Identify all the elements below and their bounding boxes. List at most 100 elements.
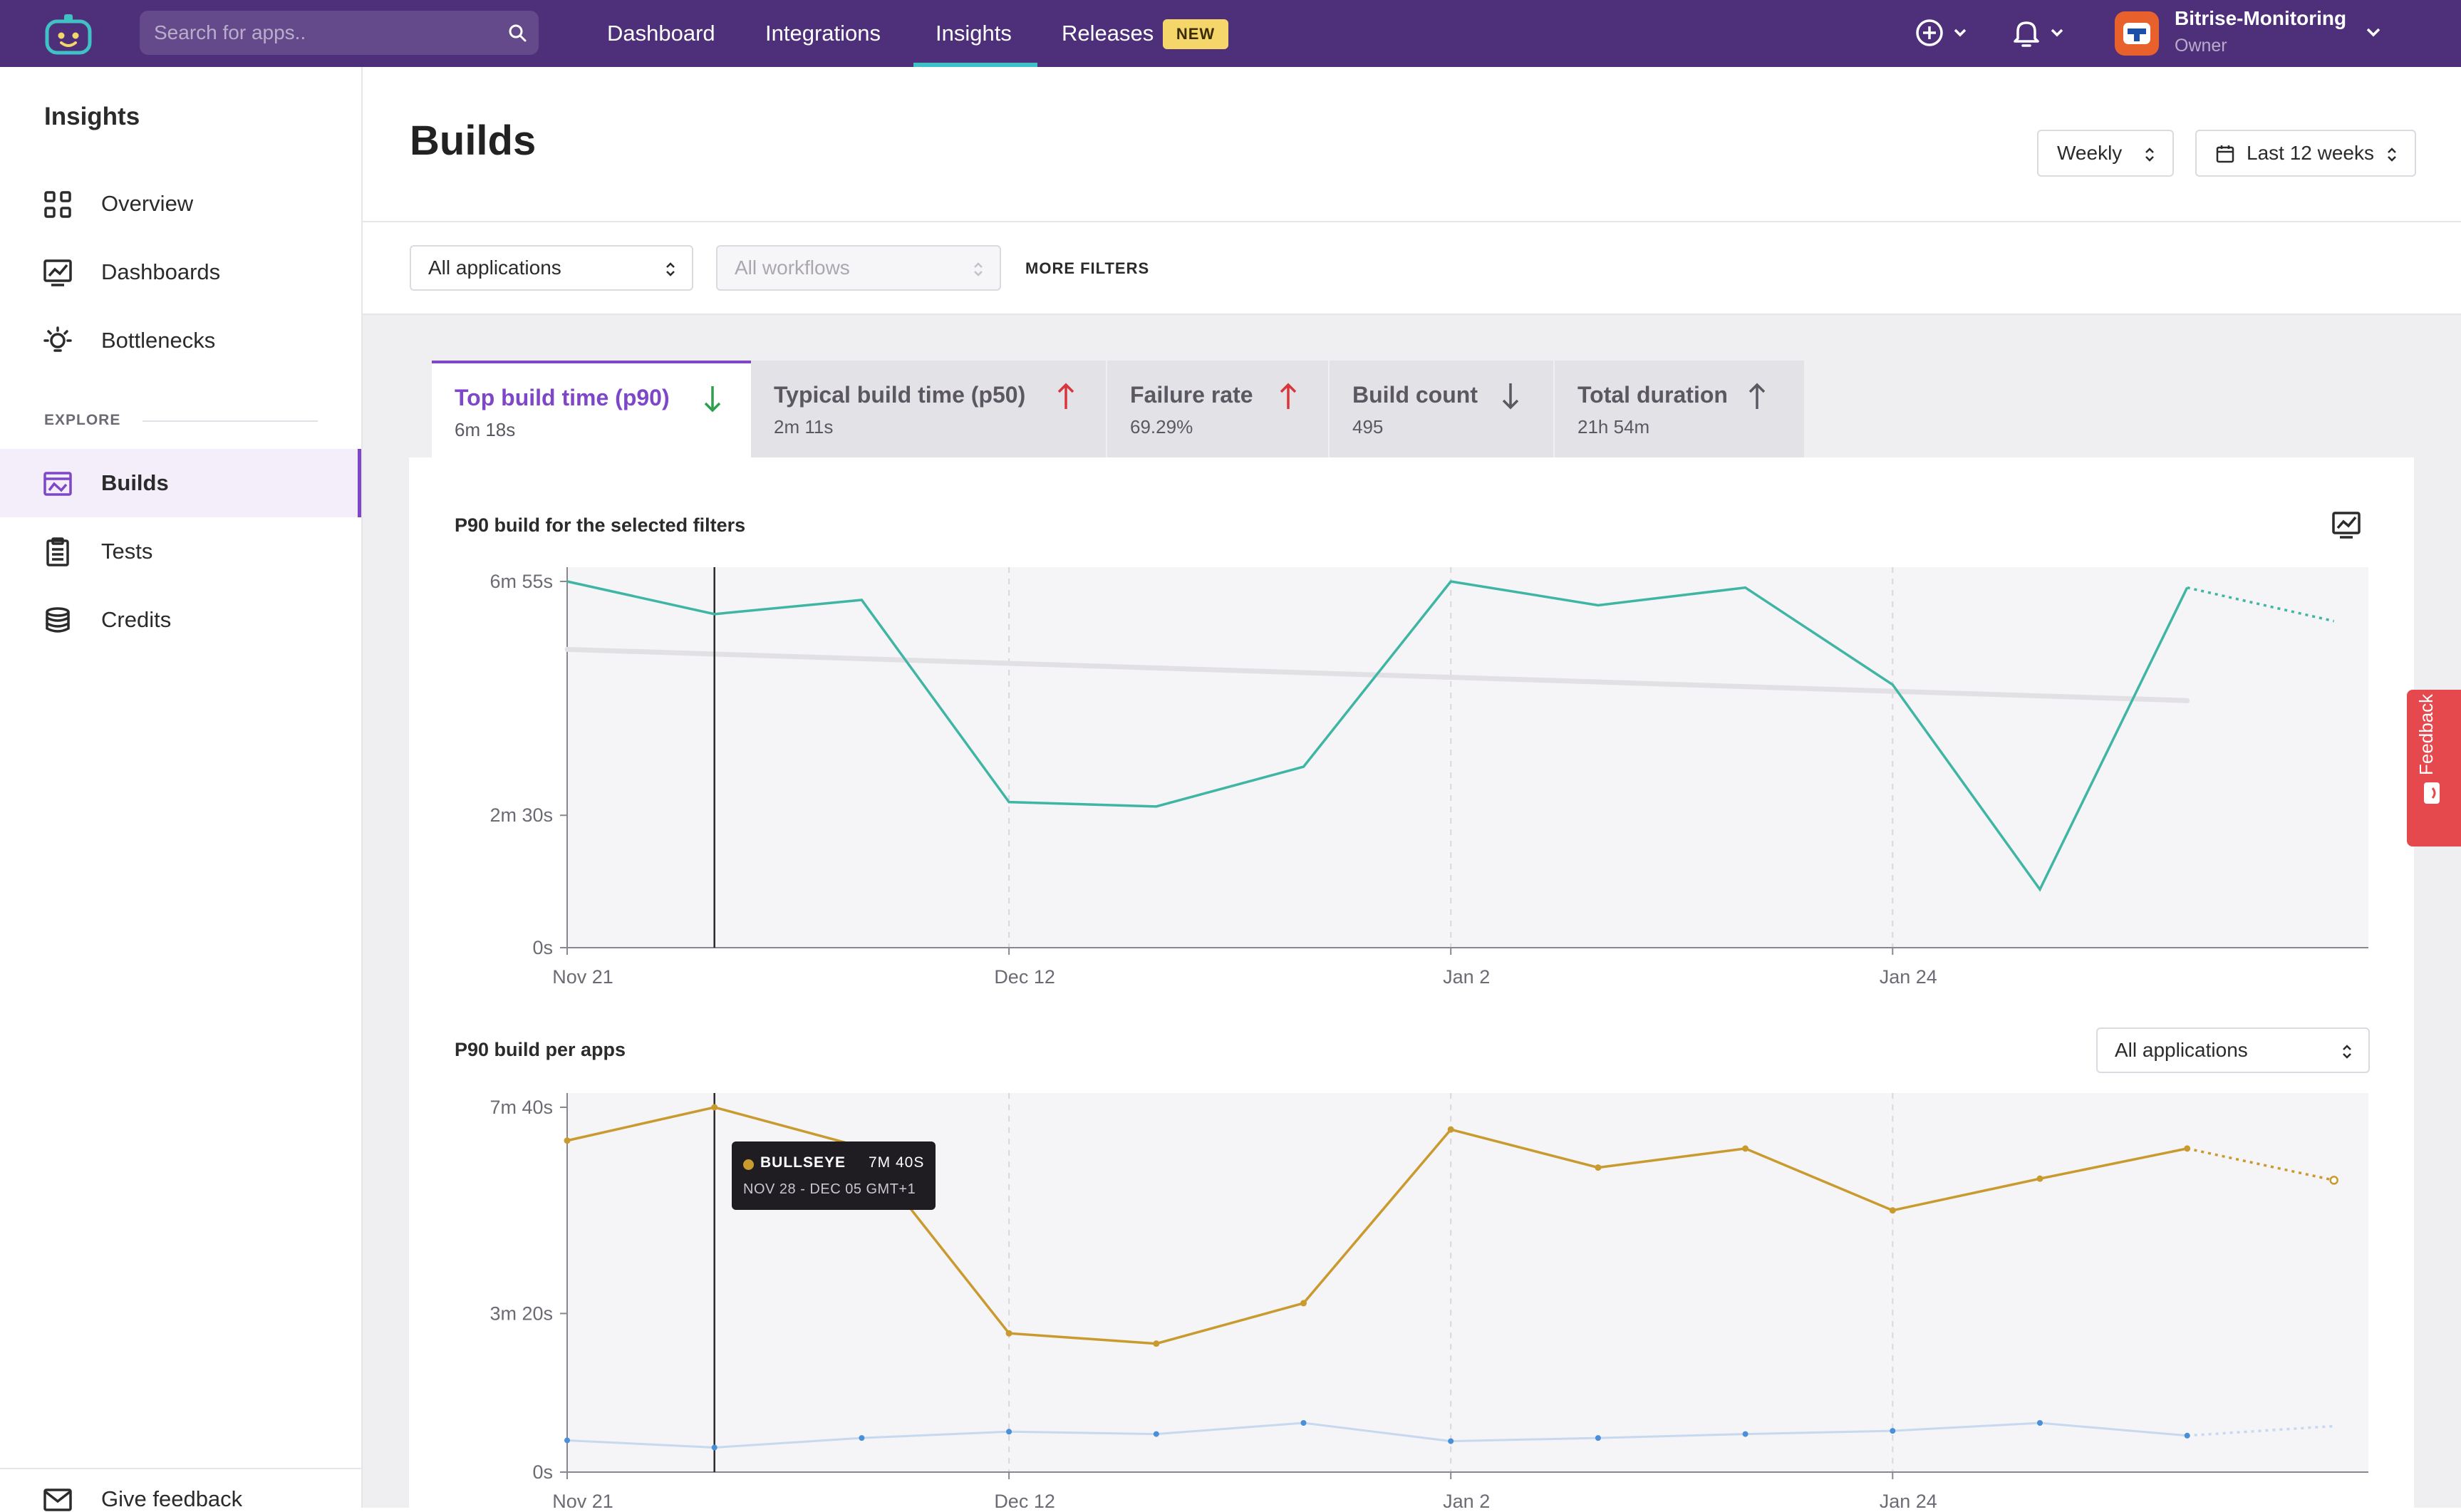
sidebar-item-label: Builds: [101, 470, 169, 495]
data-point: [1300, 1300, 1307, 1307]
x-tick-label: Jan 24: [1880, 1491, 1937, 1508]
data-point: [711, 1104, 718, 1111]
tab-total-duration[interactable]: Total duration 21h 54m: [1555, 361, 1804, 457]
projected-line: [2187, 1424, 2334, 1437]
date-range-select[interactable]: Last 12 weeks: [2195, 130, 2416, 177]
lightbulb-icon: [43, 326, 73, 356]
plot-area: [567, 567, 2368, 948]
sidebar-item-dashboards[interactable]: Dashboards: [0, 238, 361, 306]
page-header: Builds Weekly Last 12 weeks: [363, 67, 2461, 222]
org-avatar[interactable]: [2115, 11, 2159, 56]
x-tick-label: Jan 2: [1443, 966, 1490, 988]
p90-build-per-apps-chart[interactable]: 0s 3m 20s 7m 40s Nov 21 Dec 12 Jan 2 Jan 24: [409, 1080, 2404, 1508]
tab-label: Failure rate: [1130, 382, 1253, 408]
arrow-up-icon: [1278, 380, 1298, 412]
workflows-filter[interactable]: All workflows: [716, 245, 1001, 291]
arrow-up-icon: [1056, 380, 1076, 412]
nav-active-indicator: [913, 63, 1037, 67]
filter-bar: All applications All workflows MORE FILT…: [363, 222, 2461, 315]
interval-select[interactable]: Weekly: [2037, 130, 2174, 177]
series-line: [566, 1106, 2188, 1345]
data-point: [1300, 1419, 1307, 1426]
sidebar-item-label: Tests: [101, 539, 153, 564]
tab-top-build-time[interactable]: Top build time (p90) 6m 18s: [432, 361, 751, 457]
explore-section-label: EXPLORE: [44, 412, 121, 428]
sidebar-item-credits[interactable]: Credits: [0, 586, 361, 654]
nav-dashboard[interactable]: Dashboard: [607, 21, 715, 46]
nav-insights[interactable]: Insights: [936, 21, 1012, 46]
series-line: [566, 580, 2189, 892]
tab-value: 21h 54m: [1577, 416, 1650, 437]
data-point: [1890, 1428, 1896, 1434]
search-input[interactable]: [152, 11, 487, 55]
p90-build-chart[interactable]: 0s 2m 30s 6m 55s Nov 21 Dec 12 Jan 2 Jan 24: [409, 556, 2404, 998]
bell-icon: [2014, 21, 2039, 43]
tab-failure-rate[interactable]: Failure rate 69.29%: [1107, 361, 1328, 457]
tab-label: Top build time (p90): [455, 385, 670, 410]
mail-icon: [43, 1488, 73, 1512]
data-point: [1889, 1207, 1896, 1214]
arrow-up-icon: [1747, 380, 1767, 412]
chevron-down-icon: [2051, 29, 2063, 37]
add-button[interactable]: [1914, 17, 1976, 50]
nav-integrations[interactable]: Integrations: [765, 21, 881, 46]
data-point: [1447, 1126, 1454, 1133]
data-point: [564, 1137, 571, 1144]
tab-label: Typical build time (p50): [774, 382, 1026, 408]
org-name[interactable]: Bitrise-Monitoring: [2175, 7, 2347, 29]
chart2-title: P90 build per apps: [455, 1039, 626, 1060]
chevron-updown-icon: [971, 260, 985, 279]
chevron-updown-icon: [2143, 145, 2157, 164]
tooltip-date-range: NOV 28 - DEC 05 GMT+1: [743, 1181, 916, 1197]
data-point: [2037, 1419, 2043, 1426]
give-feedback-link[interactable]: Give feedback: [0, 1468, 361, 1511]
feedback-tab-label: Feedback: [2415, 693, 2437, 775]
clipboard-icon: [43, 537, 73, 567]
nav-releases[interactable]: Releases: [1062, 21, 1154, 46]
tab-build-count[interactable]: Build count 495: [1330, 361, 1553, 457]
tab-value: 6m 18s: [455, 419, 516, 440]
sidebar-item-builds[interactable]: Builds: [0, 449, 361, 517]
page-title: Builds: [410, 118, 537, 164]
notifications-button[interactable]: [2011, 17, 2073, 50]
tooltip-value: 7M 40S: [869, 1154, 925, 1171]
data-point: [1595, 1435, 1601, 1441]
chart-view-icon[interactable]: [2331, 510, 2361, 540]
sidebar-item-bottlenecks[interactable]: Bottlenecks: [0, 306, 361, 375]
top-navigation-bar: Dashboard Integrations Insights Releases…: [0, 0, 2461, 67]
chart-applications-filter-value: All applications: [2115, 1039, 2248, 1061]
org-menu-chevron-icon[interactable]: [2363, 21, 2384, 43]
data-point: [1742, 1145, 1749, 1152]
sidebar-item-tests[interactable]: Tests: [0, 517, 361, 586]
sidebar-title: Insights: [44, 103, 140, 130]
applications-filter[interactable]: All applications: [410, 245, 693, 291]
search-icon[interactable]: [507, 23, 527, 43]
more-filters-button[interactable]: MORE FILTERS: [1025, 259, 1150, 277]
x-tick-label: Dec 12: [994, 966, 1055, 988]
arrow-down-icon: [703, 383, 722, 415]
app-search[interactable]: [140, 11, 539, 55]
calendar-icon: [2215, 144, 2235, 164]
data-point: [859, 1435, 865, 1441]
tab-typical-build-time[interactable]: Typical build time (p50) 2m 11s: [751, 361, 1106, 457]
bitrise-logo[interactable]: [41, 11, 95, 57]
sidebar-item-label: Credits: [101, 607, 172, 632]
sidebar-item-label: Overview: [101, 191, 194, 216]
data-point: [1153, 1431, 1159, 1437]
chart-applications-filter[interactable]: All applications: [2096, 1027, 2370, 1073]
y-tick-label: 0s: [532, 937, 553, 958]
org-role: Owner: [2175, 36, 2227, 56]
feedback-tab[interactable]: Feedback: [2407, 690, 2461, 846]
plus-circle-icon: [1916, 19, 1943, 46]
chevron-down-icon: [1954, 29, 1967, 37]
data-point: [2036, 1175, 2043, 1182]
chevron-updown-icon: [663, 260, 678, 279]
y-tick-label: 3m 20s: [489, 1303, 553, 1324]
x-tick-label: Nov 21: [552, 966, 613, 988]
sidebar-item-overview[interactable]: Overview: [0, 170, 361, 238]
data-point: [2184, 1432, 2190, 1439]
sidebar-item-label: Dashboards: [101, 259, 221, 284]
data-point: [711, 1444, 717, 1451]
x-tick-label: Jan 24: [1880, 966, 1937, 988]
new-badge: NEW: [1163, 19, 1228, 49]
